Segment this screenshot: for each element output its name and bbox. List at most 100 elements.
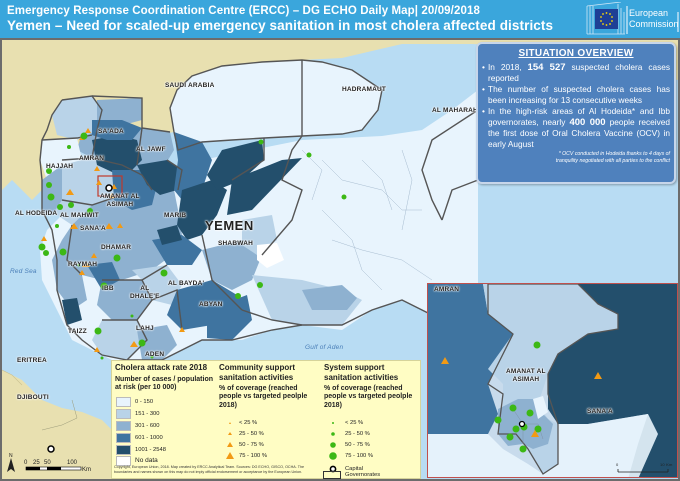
european-commission-logo: European Commission	[585, 2, 680, 36]
legend-system-75-100: 75 - 100 %	[345, 453, 374, 459]
label-yemen: YEMEN	[205, 218, 254, 233]
label-djibouti: DJIBOUTI	[17, 394, 49, 401]
overview-bullet-3: In the high-risk areas of Al Hodeida* an…	[482, 106, 670, 150]
bullet1-pre: In 2018,	[488, 62, 528, 72]
legend-label-no-data: No data	[135, 457, 158, 464]
legend-label-151-300: 151 - 300	[135, 411, 160, 417]
legend-swatch-no-data	[116, 456, 131, 466]
bullet1-post: suspected cholera cases reported	[488, 62, 671, 83]
legend-swatch-0-150	[116, 397, 131, 407]
label-amanat-al-asimah: AMANAT AL ASIMAH	[100, 193, 140, 208]
label-al-dhalee-line2: DHALE'E	[130, 292, 160, 300]
legend-cholera-attack-rate: Cholera attack rate 2018 Number of cases…	[115, 363, 215, 392]
label-dhamar: DHAMAR	[101, 244, 132, 251]
legend-capital-label: Capital	[345, 466, 364, 472]
label-red-sea: Red Sea	[10, 268, 37, 275]
legend-community-75-100: 75 - 100 %	[239, 453, 268, 459]
svg-text:50: 50	[44, 460, 51, 466]
bullet3-post: people received the first dose of Oral C…	[488, 117, 670, 149]
legend-label-1001-2548: 1001 - 2548	[135, 447, 166, 453]
svg-text:N: N	[9, 453, 13, 459]
label-raymah: RAYMAH	[68, 261, 98, 268]
label-lahj: LAHJ	[136, 325, 154, 332]
vaccinated-count: 400 000	[569, 117, 606, 128]
ocv-footnote: * OCV conducted in Hodeida thanks to 4 d…	[478, 151, 674, 165]
situation-overview-panel: SITUATION OVERVIEW In 2018, 154 527 susp…	[476, 42, 676, 184]
label-al-mahwit: AL MAHWIT	[60, 212, 99, 219]
legend-label-601-1000: 601 - 1000	[135, 435, 163, 441]
label-al-dhalee: AL DHALE'E	[130, 285, 160, 300]
label-saudi-arabia: SAUDI ARABIA	[165, 82, 215, 89]
legend-community-lt25: < 25 %	[239, 420, 258, 426]
label-amanat-line2: ASIMAH	[106, 200, 134, 208]
inset-label-amanat-al-asimah: AMANAT AL ASIMAH	[506, 368, 546, 383]
legend-swatch-1001-2548	[116, 445, 131, 455]
legend-community-support: Community support sanitation activities …	[219, 363, 314, 410]
label-al-dhalee-line1: AL	[140, 285, 150, 292]
legend-cholera-subtitle: Number of cases / population at risk (pe…	[115, 375, 214, 391]
header-subtitle: Emergency Response Coordination Centre (…	[7, 5, 480, 17]
label-marib: MARIB	[164, 212, 187, 219]
inset-map-svg	[428, 284, 677, 477]
legend-system-50-75: 50 - 75 %	[345, 442, 370, 448]
bullet3-pre: In the high-risk areas of Al Hodeida* an…	[488, 106, 670, 127]
legend-swatch-601-1000	[116, 433, 131, 443]
situation-overview-title: SITUATION OVERVIEW	[518, 48, 634, 59]
legend-community-25-50: 25 - 50 %	[239, 431, 264, 437]
inset-scale-10km: 10 Km	[660, 462, 673, 467]
label-sanaa: SANA'A	[80, 225, 106, 232]
inset-label-amanat-line1: AMANAT AL	[506, 368, 546, 375]
legend-system-title: System support sanitation activities	[324, 363, 399, 382]
capital-marker-icon	[518, 420, 526, 428]
legend-swatch-301-600	[116, 421, 131, 431]
legend-label-0-150: 0 - 150	[135, 399, 154, 405]
label-al-maharah: AL MAHARAH	[432, 107, 478, 114]
legend-label-301-600: 301 - 600	[135, 423, 160, 429]
legend-governorates-label: Governorates	[345, 472, 381, 478]
label-aden: ADEN	[145, 351, 165, 358]
inset-label-amran: AMRAN	[434, 286, 460, 293]
label-al-hodeida: AL HODEIDA	[15, 210, 58, 217]
yemen-choropleth-map	[2, 40, 678, 479]
ec-building-icon	[586, 2, 679, 35]
label-eritrea: ERITREA	[17, 357, 47, 364]
sanaa-inset-map[interactable]: AMRAN AMANAT AL ASIMAH SANA'A 0 10 Km	[427, 283, 678, 478]
legend-system-25-50: 25 - 50 %	[345, 431, 370, 437]
community-triangle-icons	[226, 422, 234, 459]
legend-system-subtitle: % of coverage (reached people vs targete…	[324, 385, 413, 409]
scale-bar: N 0 25 50 100 Km	[4, 452, 94, 481]
ec-logo-text-line1: European	[629, 8, 669, 18]
legend-system-support: System support sanitation activities % o…	[324, 363, 421, 410]
svg-text:100: 100	[67, 460, 78, 466]
label-abyan: ABYAN	[199, 301, 223, 308]
eu-flag-icon	[595, 9, 618, 29]
map-title: Yemen – Need for scaled-up emergency san…	[7, 18, 554, 33]
copyright-notice: Copyright, European Union, 2018. Map cre…	[114, 465, 305, 474]
label-hadramaut: HADRAMAUT	[342, 86, 387, 93]
label-amran: AMRAN	[79, 155, 105, 162]
governorate-boundary-swatch	[323, 471, 341, 479]
legend-community-subtitle: % of coverage (reached people vs targete…	[219, 385, 308, 409]
inset-label-amanat-line2: ASIMAH	[512, 375, 540, 383]
legend-system-lt25: < 25 %	[345, 420, 364, 426]
label-amanat-line1: AMANAT AL	[100, 193, 140, 200]
ec-logo-text: European Commission	[629, 8, 679, 30]
label-saada: SA'ADA	[98, 128, 124, 135]
label-taizz: TAIZZ	[68, 328, 87, 335]
inset-label-sanaa: SANA'A	[587, 408, 613, 415]
svg-text:Km: Km	[82, 467, 91, 473]
inset-scale-zero: 0	[616, 462, 619, 467]
svg-text:0: 0	[24, 460, 28, 466]
overview-bullet-2: The number of suspected cholera cases ha…	[482, 84, 670, 106]
footnote-line2: tranquility negotiated with all parties …	[555, 158, 670, 164]
ec-logo-text-line2: Commission	[629, 19, 679, 29]
legend-community-50-75: 50 - 75 %	[239, 442, 264, 448]
label-al-jawf: AL JAWF	[136, 146, 166, 153]
footnote-line1: * OCV conducted in Hodeida thanks to 4 d…	[558, 151, 670, 157]
situation-overview-list: In 2018, 154 527 suspected cholera cases…	[478, 59, 674, 150]
legend-community-title: Community support sanitation activities	[219, 363, 295, 382]
label-ibb: IBB	[102, 285, 114, 292]
header-banner: Emergency Response Coordination Centre (…	[0, 0, 680, 38]
legend-swatch-151-300	[116, 409, 131, 419]
label-al-bayda: AL BAYDA'	[168, 280, 205, 287]
